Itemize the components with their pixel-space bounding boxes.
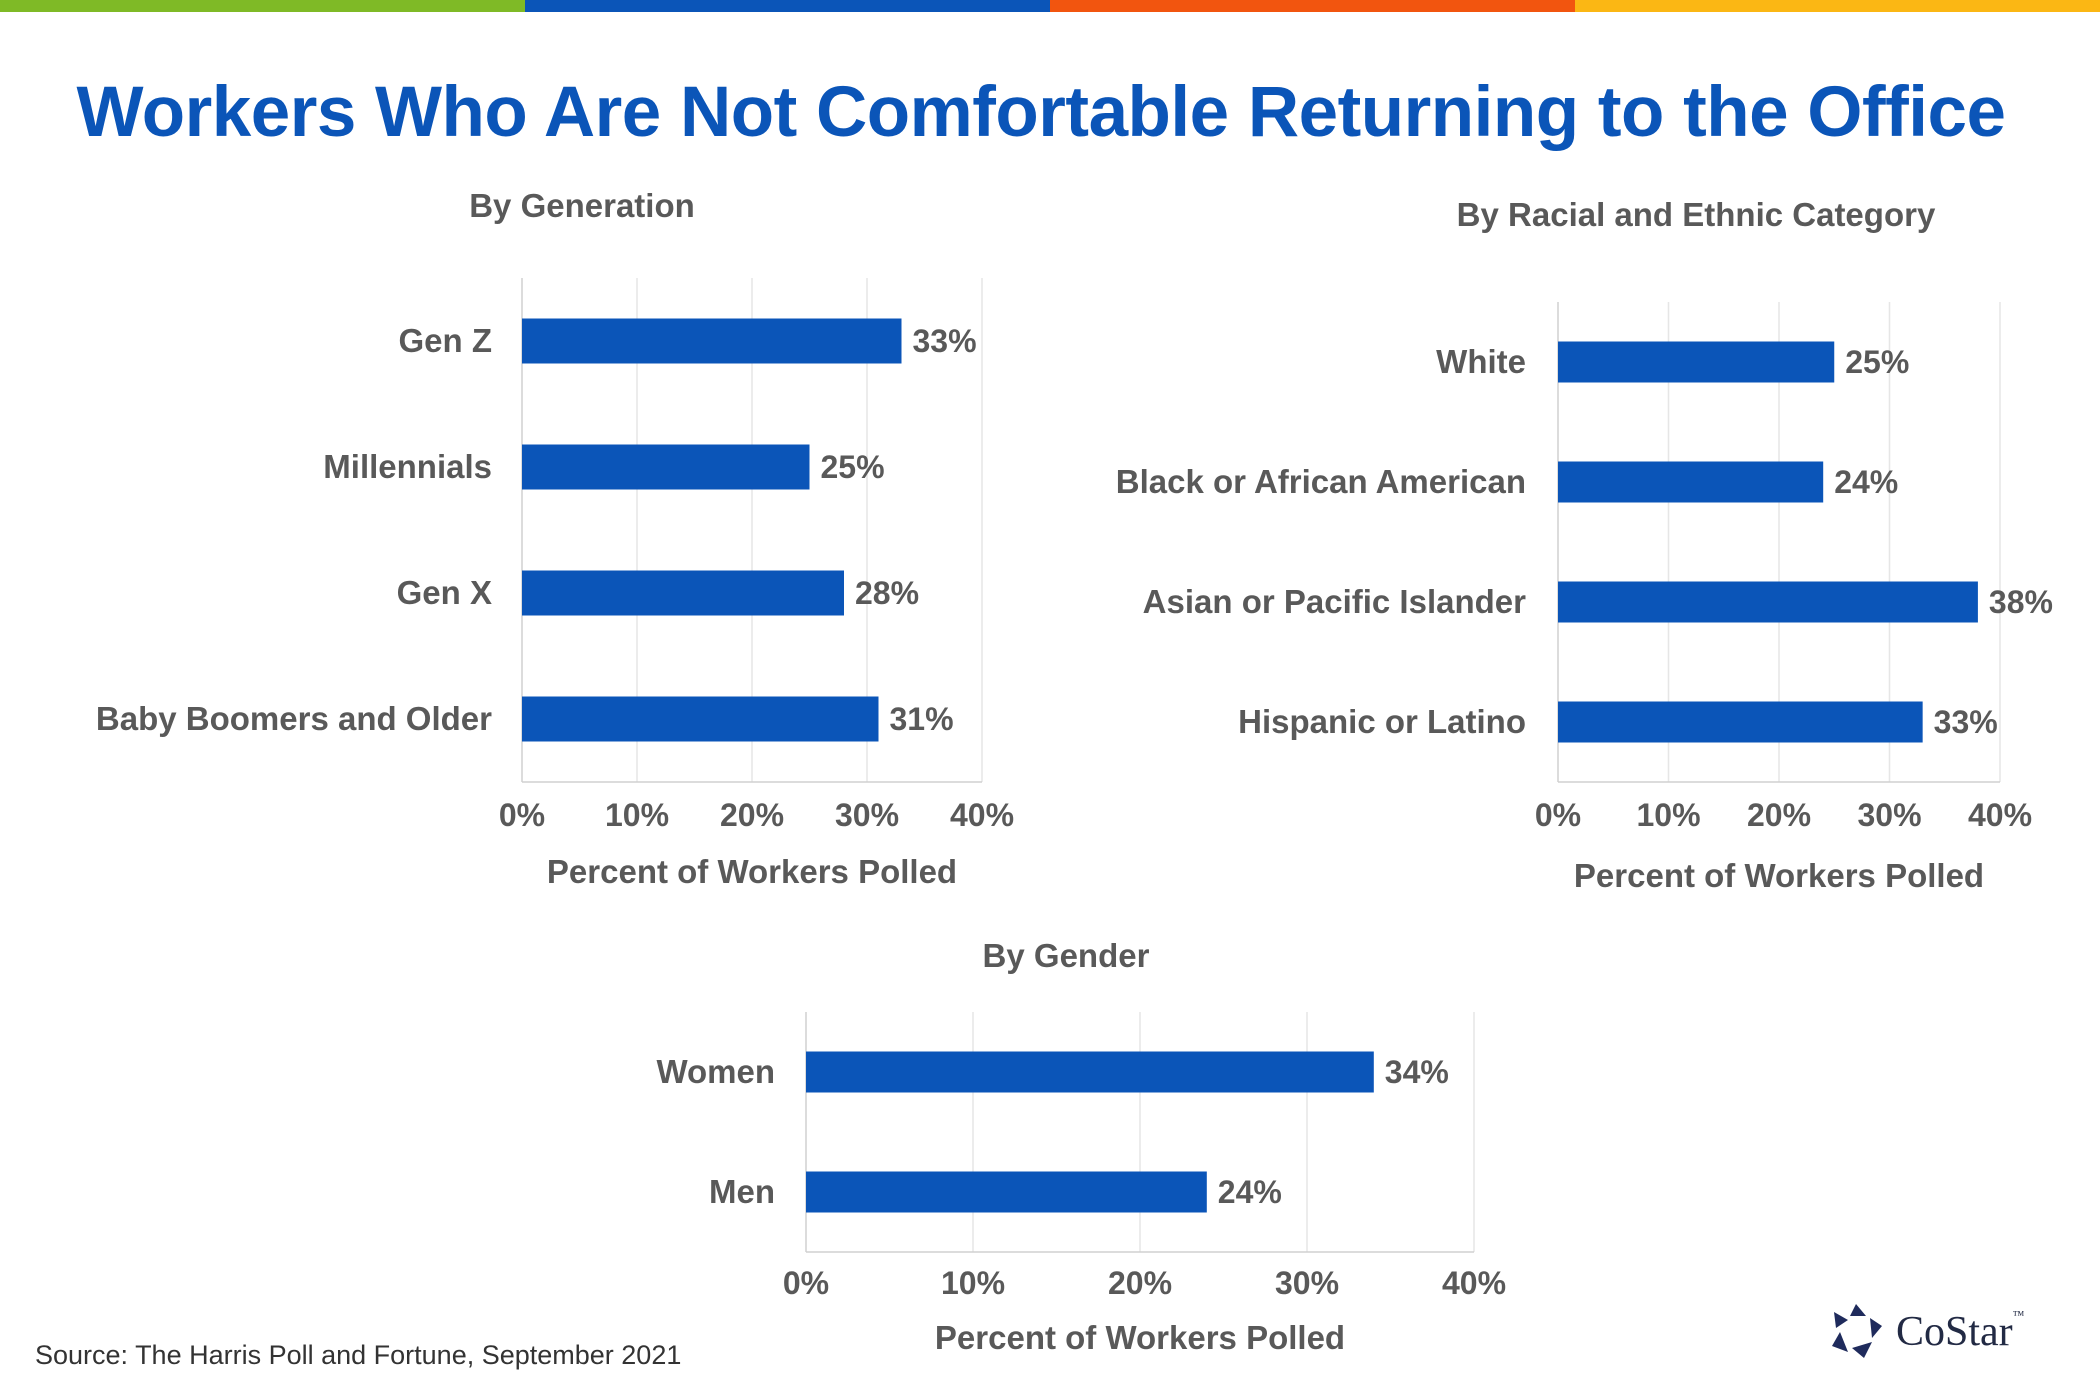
logo-wordmark: CoStar xyxy=(1896,1309,2013,1355)
color-band-orange xyxy=(1050,0,1575,12)
tick-label: 0% xyxy=(783,1265,829,1301)
tick-label: 20% xyxy=(1747,797,1811,833)
bar xyxy=(806,1051,1374,1093)
color-band-blue xyxy=(525,0,1050,12)
category-label: Gen X xyxy=(397,574,492,611)
tick-label: 30% xyxy=(835,797,899,833)
bar xyxy=(522,318,902,364)
data-label: 31% xyxy=(890,701,954,737)
bar xyxy=(522,570,844,616)
color-band xyxy=(0,0,2100,12)
color-band-green xyxy=(0,0,525,12)
page-title: Workers Who Are Not Comfortable Returnin… xyxy=(76,73,2006,152)
category-label: Hispanic or Latino xyxy=(1238,703,1526,740)
bar xyxy=(1558,581,1978,623)
bar xyxy=(522,696,879,742)
category-label: Men xyxy=(709,1173,775,1210)
tick-label: 0% xyxy=(499,797,545,833)
data-label: 38% xyxy=(1989,584,2053,620)
category-label: Baby Boomers and Older xyxy=(96,700,492,737)
category-label: Gen Z xyxy=(398,322,492,359)
tick-label: 10% xyxy=(605,797,669,833)
subplot-title: By Racial and Ethnic Category xyxy=(1457,196,1936,233)
category-label: Women xyxy=(656,1053,775,1090)
tick-label: 10% xyxy=(1636,797,1700,833)
costar-logo: CoStar™ xyxy=(1828,1300,2058,1364)
tick-label: 30% xyxy=(1857,797,1921,833)
tick-label: 40% xyxy=(1968,797,2032,833)
data-label: 33% xyxy=(913,323,977,359)
category-label: White xyxy=(1436,343,1526,380)
star-logo-icon xyxy=(1832,1304,1882,1358)
data-label: 25% xyxy=(1845,344,1909,380)
tick-label: 40% xyxy=(1442,1265,1506,1301)
bar xyxy=(1558,701,1923,743)
color-band-yellow xyxy=(1575,0,2100,12)
data-label: 28% xyxy=(855,575,919,611)
x-axis-label: Percent of Workers Polled xyxy=(547,853,957,890)
tick-label: 10% xyxy=(941,1265,1005,1301)
tick-label: 0% xyxy=(1535,797,1581,833)
category-label: Millennials xyxy=(323,448,492,485)
data-label: 34% xyxy=(1385,1054,1449,1090)
bar xyxy=(522,444,810,490)
source-note: Source: The Harris Poll and Fortune, Sep… xyxy=(35,1340,682,1370)
data-label: 24% xyxy=(1218,1174,1282,1210)
data-label: 24% xyxy=(1834,464,1898,500)
bar xyxy=(806,1171,1207,1213)
data-label: 25% xyxy=(821,449,885,485)
logo-trademark: ™ xyxy=(2012,1308,2025,1322)
bar xyxy=(1558,341,1835,383)
x-axis-label: Percent of Workers Polled xyxy=(1574,857,1984,894)
tick-label: 40% xyxy=(950,797,1014,833)
category-label: Black or African American xyxy=(1116,463,1526,500)
tick-label: 20% xyxy=(1108,1265,1172,1301)
data-label: 33% xyxy=(1934,704,1998,740)
tick-label: 30% xyxy=(1275,1265,1339,1301)
tick-label: 20% xyxy=(720,797,784,833)
subplot-title: By Generation xyxy=(469,187,695,224)
bar xyxy=(1558,461,1824,503)
x-axis-label: Percent of Workers Polled xyxy=(935,1319,1345,1356)
category-label: Asian or Pacific Islander xyxy=(1143,583,1526,620)
subplot-title: By Gender xyxy=(983,937,1150,974)
